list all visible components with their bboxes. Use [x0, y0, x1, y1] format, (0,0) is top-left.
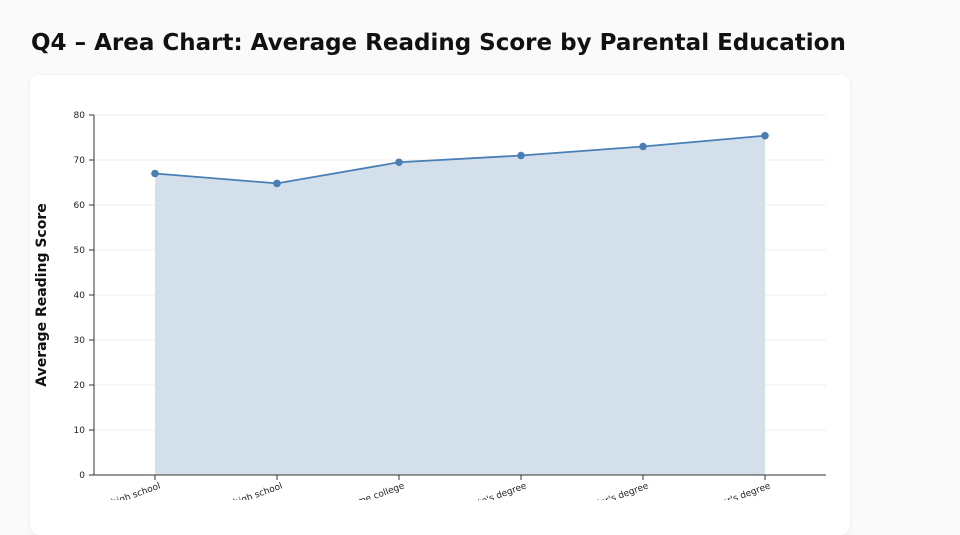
data-point — [517, 151, 525, 160]
x-tick-label: master's degree — [700, 481, 773, 500]
page-title: Q4 – Area Chart: Average Reading Score b… — [31, 30, 846, 56]
y-tick-label: 80 — [74, 111, 86, 121]
data-point — [273, 179, 281, 188]
data-points — [151, 131, 769, 188]
series-line-layer — [154, 134, 766, 185]
y-tick-label: 50 — [74, 246, 86, 256]
data-point — [761, 131, 769, 140]
axes — [89, 114, 826, 480]
y-tick-label: 40 — [74, 291, 86, 301]
data-point — [151, 169, 159, 178]
x-tick-label: bachelor's degree — [571, 481, 651, 500]
x-tick-label: associate's degree — [446, 481, 529, 500]
x-tick-label: some college — [347, 481, 407, 500]
x-tick-label: some high school — [85, 481, 162, 500]
y-tick-label: 0 — [79, 471, 85, 481]
y-tick-label: 30 — [74, 336, 86, 346]
series-line — [154, 134, 766, 185]
data-point — [639, 142, 647, 151]
area-chart: 0 10 20 30 40 50 60 70 80 some high school high sc… — [34, 111, 826, 500]
y-tick-label: 60 — [74, 201, 86, 211]
area-fill — [155, 135, 765, 475]
y-tick-label: 10 — [74, 426, 86, 436]
y-tick-label: 70 — [74, 156, 86, 166]
y-axis-title: Average Reading Score — [34, 203, 50, 387]
data-point — [395, 158, 403, 167]
x-tick-label: high school — [232, 481, 284, 500]
y-tick-label: 20 — [74, 381, 86, 391]
area-fill-layer — [155, 135, 765, 475]
